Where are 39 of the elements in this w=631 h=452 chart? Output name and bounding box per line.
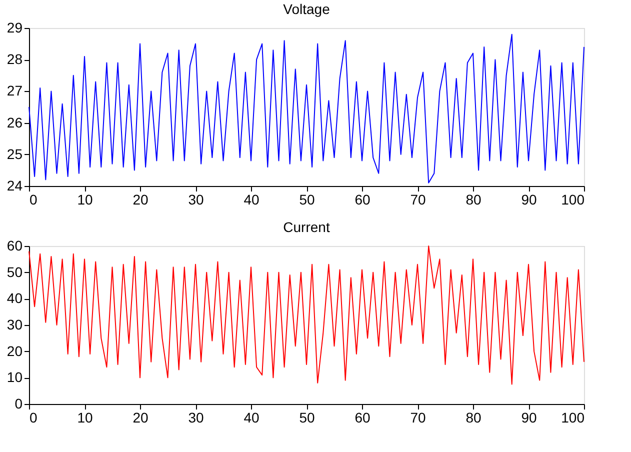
x-tick-label: 100 bbox=[561, 410, 585, 426]
x-tick-label: 70 bbox=[410, 192, 426, 208]
x-tick-label: 40 bbox=[244, 192, 260, 208]
x-tick-label: 20 bbox=[132, 192, 148, 208]
y-tick-label: 24 bbox=[6, 178, 23, 194]
y-tick-label: 26 bbox=[6, 114, 23, 130]
y-tick-label: 60 bbox=[6, 238, 23, 254]
y-tick-label: 10 bbox=[6, 369, 23, 386]
x-tick-label: 20 bbox=[132, 410, 148, 426]
x-tick-label: 70 bbox=[410, 410, 426, 426]
line-series bbox=[28, 34, 584, 184]
x-tick-label: 30 bbox=[188, 192, 204, 208]
x-tick-label: 0 bbox=[30, 410, 38, 426]
x-tick-label: 50 bbox=[299, 192, 315, 208]
x-tick-label: 0 bbox=[30, 192, 38, 208]
line-series bbox=[28, 246, 584, 385]
y-tick-label: 27 bbox=[6, 82, 23, 99]
x-tick-label: 80 bbox=[466, 192, 482, 208]
x-tick-label: 90 bbox=[521, 192, 537, 208]
x-tick-label: 10 bbox=[77, 192, 93, 208]
x-tick-label: 100 bbox=[561, 192, 585, 208]
x-tick-label: 50 bbox=[299, 410, 315, 426]
y-tick-label: 50 bbox=[6, 264, 23, 280]
y-tick-label: 40 bbox=[6, 290, 23, 306]
x-tick-label: 80 bbox=[466, 410, 482, 426]
y-tick-label: 30 bbox=[6, 316, 23, 332]
y-tick-label: 28 bbox=[6, 51, 23, 68]
x-tick-label: 30 bbox=[188, 410, 204, 426]
y-tick-label: 25 bbox=[6, 146, 23, 162]
x-tick-label: 40 bbox=[244, 410, 260, 426]
y-tick-label: 20 bbox=[6, 342, 23, 359]
y-tick-label: 29 bbox=[6, 20, 23, 36]
x-tick-label: 10 bbox=[77, 410, 93, 426]
y-tick-label: 0 bbox=[14, 396, 23, 412]
chart-title: Current bbox=[283, 219, 330, 235]
x-tick-label: 90 bbox=[521, 410, 537, 426]
chart-title: Voltage bbox=[283, 1, 330, 17]
x-tick-label: 60 bbox=[354, 410, 370, 426]
x-tick-label: 60 bbox=[354, 192, 370, 208]
